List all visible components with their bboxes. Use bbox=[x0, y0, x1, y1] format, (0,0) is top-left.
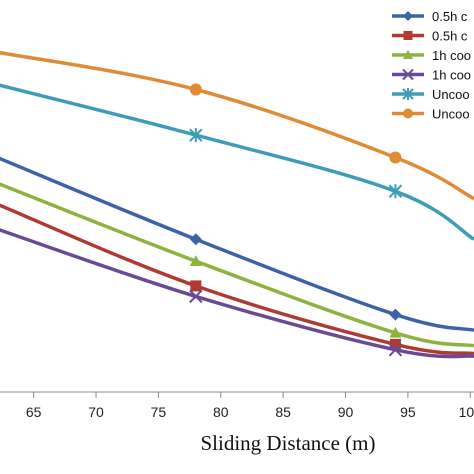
series-3 bbox=[0, 228, 474, 359]
legend-label: Uncoo bbox=[432, 107, 470, 122]
legend-item-0: 0.5h c bbox=[392, 9, 468, 24]
x-tick-label: 85 bbox=[275, 404, 291, 420]
data-point-4-1 bbox=[189, 128, 203, 143]
series-4 bbox=[0, 83, 474, 241]
series-line-5 bbox=[0, 50, 474, 201]
legend-background bbox=[386, 4, 474, 122]
data-point-5-2 bbox=[389, 151, 402, 164]
series-line-4 bbox=[0, 83, 474, 241]
x-tick-label: 95 bbox=[400, 404, 416, 420]
x-tick-label: 100 bbox=[459, 404, 474, 420]
legend-marker-0 bbox=[403, 11, 413, 21]
data-point-5-1 bbox=[189, 83, 202, 96]
legend-marker-1 bbox=[403, 31, 413, 40]
legend-label: Uncoo bbox=[432, 87, 470, 102]
x-tick-layer: 65 70 75 80 85 90 95 100 bbox=[26, 392, 474, 420]
legend-label: 0.5h c bbox=[432, 9, 468, 24]
data-point-2-1 bbox=[189, 255, 202, 267]
data-point-1-1 bbox=[190, 280, 202, 292]
legend-item-1: 0.5h c bbox=[392, 29, 468, 44]
data-point-1-2 bbox=[389, 338, 401, 350]
x-tick-label: 90 bbox=[338, 404, 354, 420]
series-line-3 bbox=[0, 228, 474, 359]
legend: 0.5h c 0.5h c 1h coo 1h coo Uncoo Uncoo bbox=[386, 4, 474, 122]
x-axis-title: Sliding Distance (m) bbox=[201, 431, 376, 455]
x-tick-label: 70 bbox=[88, 404, 104, 420]
data-point-0-1 bbox=[189, 233, 202, 246]
series-line-2 bbox=[0, 182, 474, 348]
legend-label: 1h coo bbox=[432, 48, 471, 63]
series-layer bbox=[0, 50, 474, 359]
series-2 bbox=[0, 182, 474, 348]
x-tick-label: 65 bbox=[26, 404, 42, 420]
data-point-0-2 bbox=[389, 308, 402, 321]
series-0 bbox=[0, 156, 474, 332]
legend-marker-2 bbox=[403, 50, 413, 59]
data-point-4-2 bbox=[388, 184, 403, 199]
series-5 bbox=[0, 50, 474, 201]
legend-label: 1h coo bbox=[432, 68, 471, 83]
series-line-0 bbox=[0, 156, 474, 332]
series-line-1 bbox=[0, 203, 474, 356]
data-point-2-2 bbox=[389, 326, 402, 338]
legend-marker-4 bbox=[402, 88, 414, 100]
legend-label: 0.5h c bbox=[432, 29, 468, 44]
data-point-3-2 bbox=[388, 343, 403, 357]
legend-item-3: 1h coo bbox=[392, 68, 471, 83]
legend-item-2: 1h coo bbox=[392, 48, 471, 63]
legend-item-4: Uncoo bbox=[392, 87, 470, 102]
legend-item-5: Uncoo bbox=[392, 107, 470, 122]
x-tick-label: 80 bbox=[213, 404, 229, 420]
x-tick-label: 75 bbox=[151, 404, 167, 420]
data-point-3-1 bbox=[189, 289, 203, 304]
legend-marker-5 bbox=[403, 108, 413, 119]
series-1 bbox=[0, 203, 474, 356]
legend-marker-3 bbox=[402, 68, 414, 81]
